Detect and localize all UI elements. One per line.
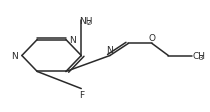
Text: N: N — [106, 45, 113, 54]
Text: 2: 2 — [86, 19, 91, 25]
Text: N: N — [11, 52, 18, 60]
Text: 3: 3 — [198, 54, 203, 60]
Text: NH: NH — [79, 17, 93, 26]
Text: F: F — [79, 90, 84, 99]
Text: O: O — [148, 33, 155, 42]
Text: N: N — [70, 36, 76, 45]
Text: CH: CH — [193, 52, 206, 60]
